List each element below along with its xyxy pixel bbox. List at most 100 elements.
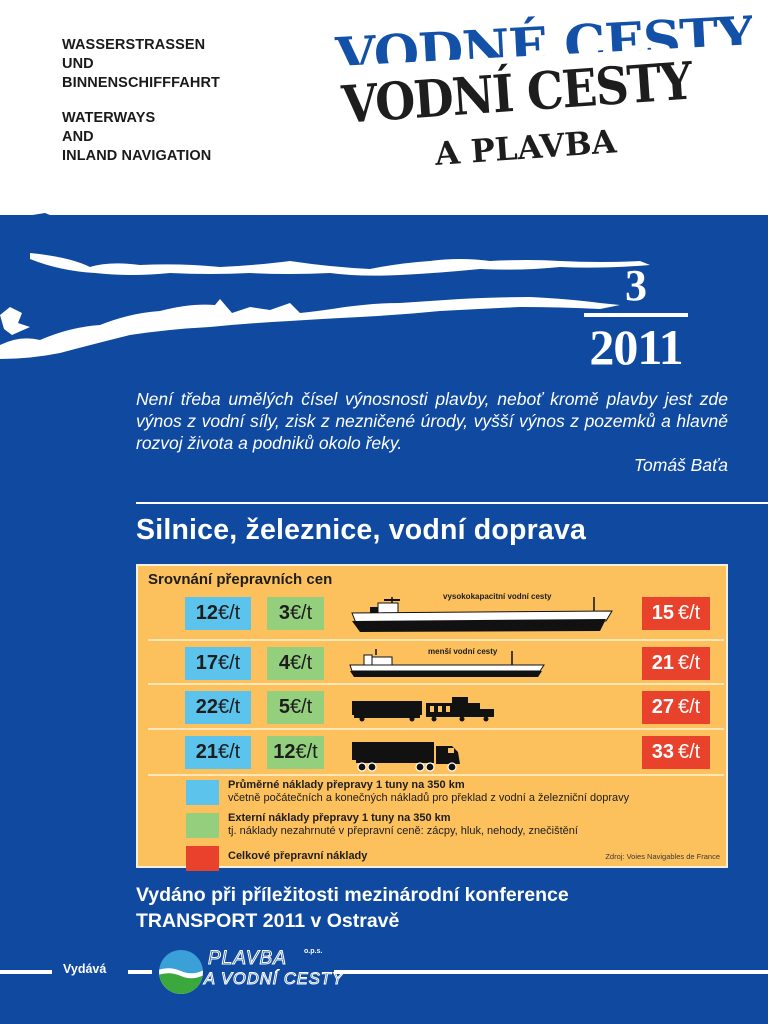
page-headline: Silnice, železnice, vodní doprava <box>136 514 587 546</box>
ext-cost-value: 3 <box>278 602 290 624</box>
quote: Není třeba umělých čísel výnosnosti plav… <box>136 388 728 476</box>
row-divider <box>148 728 724 730</box>
masthead-czech-title: VODNÍ CESTY <box>339 50 694 136</box>
logo-suffix: o.p.s. <box>304 948 323 955</box>
unit: €/t <box>289 696 313 718</box>
quote-text: Není třeba umělých čísel výnosnosti plav… <box>136 389 728 453</box>
issue-divider <box>584 313 688 317</box>
legend-item-external: Externí náklady přepravy 1 tuny na 350 k… <box>186 811 722 841</box>
ext-cost-value: 12 <box>273 741 296 763</box>
small-ship-icon <box>349 649 545 677</box>
tagline-en-line: INLAND NAVIGATION <box>62 148 212 164</box>
unit: €/t <box>678 652 701 674</box>
legend-text: Celkové přepravní náklady <box>228 850 367 863</box>
vehicle-label: vysokokapacitní vodní cesty <box>443 592 552 601</box>
legend-swatch-green <box>186 813 219 838</box>
train-icon <box>352 697 494 722</box>
chart-row: 21 €/t 12 €/t 33 €/t <box>138 736 726 776</box>
unit: €/t <box>289 602 313 624</box>
ext-cost-cell: 12 €/t <box>267 736 324 769</box>
chart-source: Zdroj: Voies Navigables de France <box>605 852 720 861</box>
transport-cost-chart: Srovnání přepravních cen 12 €/t 3 €/t vyso… <box>136 564 728 871</box>
unit: €/t <box>289 652 313 674</box>
ext-cost-value: 5 <box>278 696 290 718</box>
publisher-label: Vydává <box>63 962 107 976</box>
total-cost-cell: 15 €/t <box>642 597 710 630</box>
tagline-de-line: WASSERSTRASSEN <box>62 37 206 53</box>
row-divider <box>148 683 724 685</box>
logo-text-line2: A VODNÍ CESTY <box>204 970 344 989</box>
ext-cost-cell: 3 €/t <box>267 597 324 630</box>
avg-cost-value: 21 <box>195 741 218 763</box>
avg-cost-cell: 12 €/t <box>185 597 251 630</box>
large-ship-icon <box>351 597 613 632</box>
total-cost-value: 27 <box>651 696 674 718</box>
chart-row: 12 €/t 3 €/t vysokokapacitní vodní cesty 1… <box>138 592 726 637</box>
chart-row: 17 €/t 4 €/t menší vodní cesty 21 €/t <box>138 647 726 687</box>
avg-cost-value: 17 <box>195 652 218 674</box>
ext-cost-cell: 4 €/t <box>267 647 324 680</box>
unit: €/t <box>218 652 241 674</box>
legend-item-total: Celkové přepravní náklady <box>186 844 722 874</box>
chart-legend: Průměrné náklady přepravy 1 tuny na 350 … <box>186 778 722 877</box>
total-cost-value: 15 <box>651 602 674 624</box>
unit: €/t <box>218 696 241 718</box>
issue-number-block: 3 2011 <box>580 261 692 375</box>
ext-cost-cell: 5 €/t <box>267 691 324 724</box>
footer-line: TRANSPORT 2011 v Ostravě <box>136 910 400 932</box>
vehicle-label: menší vodní cesty <box>428 647 498 656</box>
tagline-de-line: BINNENSCHIFFFAHRT <box>62 75 220 91</box>
truck-icon <box>352 742 460 772</box>
logo-text-line1: PLAVBA <box>208 948 287 970</box>
total-cost-cell: 27 €/t <box>642 691 710 724</box>
section-divider <box>136 502 768 504</box>
footer-line: Vydáno při příležitosti mezinárodní konf… <box>136 884 569 906</box>
legend-text: Průměrné náklady přepravy 1 tuny na 350 … <box>228 779 629 804</box>
legend-item-average: Průměrné náklady přepravy 1 tuny na 350 … <box>186 778 722 808</box>
legend-title: Externí náklady přepravy 1 tuny na 350 k… <box>228 812 451 824</box>
tagline-en-line: AND <box>62 129 94 145</box>
tagline-english: WATERWAYS AND INLAND NAVIGATION <box>62 109 292 166</box>
water-wave-decoration <box>0 213 768 365</box>
ext-cost-value: 4 <box>278 652 290 674</box>
publisher-rule <box>334 970 768 974</box>
row-divider <box>148 639 724 641</box>
issue-number: 3 <box>625 261 647 310</box>
unit: €/t <box>295 741 318 763</box>
tagline-de-line: UND <box>62 56 94 72</box>
tagline-german: WASSERSTRASSEN UND BINNENSCHIFFFAHRT <box>62 36 292 93</box>
total-cost-cell: 21 €/t <box>642 647 710 680</box>
legend-title: Průměrné náklady přepravy 1 tuny na 350 … <box>228 779 465 791</box>
legend-subtitle: tj. náklady nezahrnuté v přepravní ceně:… <box>228 824 578 837</box>
avg-cost-cell: 21 €/t <box>185 736 251 769</box>
masthead-subtitle: A PLAVBA <box>433 122 618 173</box>
unit: €/t <box>678 741 701 763</box>
legend-title: Celkové přepravní náklady <box>228 850 368 862</box>
tagline-en-line: WATERWAYS <box>62 110 156 126</box>
unit: €/t <box>218 741 241 763</box>
masthead-logo: VODNÉ CESTY VODNÍ CESTY A PLAVBA <box>330 5 754 195</box>
publisher-logo: PLAVBA A VODNÍ CESTY o.p.s. <box>158 946 343 996</box>
publisher-rule <box>0 970 52 974</box>
issue-year: 2011 <box>589 319 683 375</box>
row-divider <box>148 774 724 776</box>
unit: €/t <box>678 602 701 624</box>
footer-title: Vydáno při příležitosti mezinárodní konf… <box>136 882 569 934</box>
quote-author: Tomáš Baťa <box>633 455 728 475</box>
avg-cost-value: 12 <box>195 602 218 624</box>
legend-text: Externí náklady přepravy 1 tuny na 350 k… <box>228 812 578 837</box>
total-cost-value: 33 <box>651 741 674 763</box>
unit: €/t <box>218 602 241 624</box>
legend-swatch-red <box>186 846 219 871</box>
avg-cost-value: 22 <box>195 696 218 718</box>
chart-title: Srovnání přepravních cen <box>148 571 333 588</box>
avg-cost-cell: 22 €/t <box>185 691 251 724</box>
legend-swatch-blue <box>186 780 219 805</box>
globe-logo-icon <box>159 950 203 994</box>
chart-row: 22 €/t 5 €/t 27 €/t <box>138 691 726 731</box>
unit: €/t <box>678 696 701 718</box>
masthead-slovak-title: VODNÉ CESTY <box>333 5 754 67</box>
legend-subtitle: včetně počátečních a konečných nákladů p… <box>228 791 630 804</box>
avg-cost-cell: 17 €/t <box>185 647 251 680</box>
total-cost-value: 21 <box>651 652 674 674</box>
